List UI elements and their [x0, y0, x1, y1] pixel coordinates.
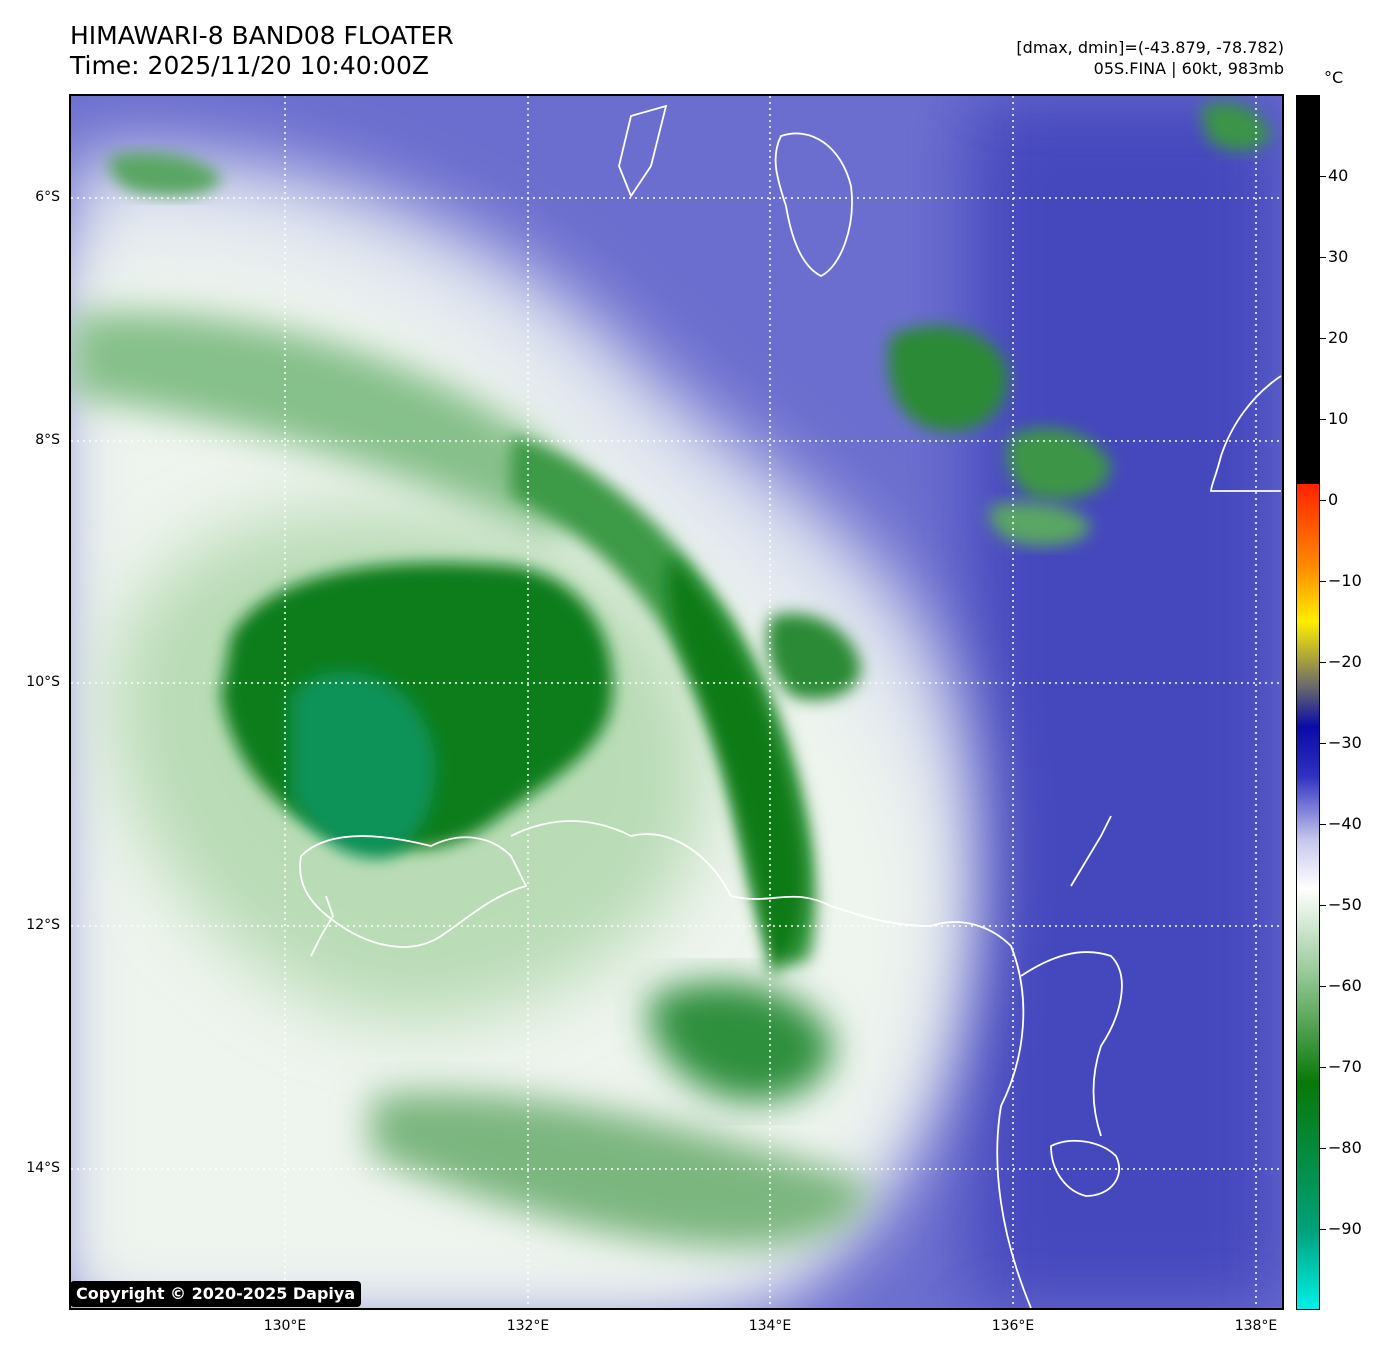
colorbar-tick-label: 20: [1328, 328, 1349, 347]
colorbar-tick: [1320, 500, 1326, 501]
colorbar-tick: [1320, 905, 1326, 906]
colorbar-tick-label: 30: [1328, 247, 1349, 266]
colorbar-tick: [1320, 824, 1326, 825]
colorbar-tick: [1320, 1148, 1326, 1149]
cloud-imagery: [71, 96, 1282, 1308]
colorbar-tick: [1320, 1229, 1326, 1230]
colorbar-tick-label: −60: [1328, 976, 1362, 995]
coastlines: [299, 104, 1282, 1308]
colorbar-tick-label: −20: [1328, 652, 1362, 671]
colorbar-tick: [1320, 1067, 1326, 1068]
colorbar-tick: [1320, 986, 1326, 987]
colorbar-tick-label: −30: [1328, 733, 1362, 752]
lon-label-134e: 134°E: [748, 1318, 792, 1334]
colorbar-tick-label: −10: [1328, 571, 1362, 590]
colorbar-tick: [1320, 338, 1326, 339]
colorbar-tick-label: −50: [1328, 895, 1362, 914]
chart-title: HIMAWARI-8 BAND08 FLOATER: [70, 21, 454, 50]
colorbar-tick: [1320, 176, 1326, 177]
satellite-map: [69, 94, 1284, 1310]
colorbar-tick-label: −40: [1328, 814, 1362, 833]
colorbar-tick-label: 40: [1328, 166, 1349, 185]
lon-label-132e: 132°E: [506, 1318, 550, 1334]
chart-timestamp: Time: 2025/11/20 10:40:00Z: [70, 51, 429, 80]
colorbar-tick-label: 10: [1328, 409, 1349, 428]
colorbar-unit: °C: [1324, 68, 1344, 87]
copyright-badge: Copyright © 2020-2025 Dapiya: [70, 1281, 362, 1307]
lat-label-6s: 6°S: [35, 189, 60, 205]
data-range-text: [dmax, dmin]=(-43.879, -78.782): [1016, 38, 1284, 57]
colorbar-tick: [1320, 662, 1326, 663]
lon-label-130e: 130°E: [263, 1318, 307, 1334]
lat-label-14s: 14°S: [26, 1160, 60, 1176]
lon-label-138e: 138°E: [1234, 1318, 1278, 1334]
lon-label-136e: 136°E: [991, 1318, 1035, 1334]
colorbar-tick: [1320, 581, 1326, 582]
colorbar-tick-label: −90: [1328, 1219, 1362, 1238]
graticule: [71, 96, 1282, 1308]
colorbar-tick: [1320, 743, 1326, 744]
colorbar-tick-label: 0: [1328, 490, 1339, 509]
colorbar-tick: [1320, 257, 1326, 258]
colorbar-tick: [1320, 419, 1326, 420]
lat-label-10s: 10°S: [26, 674, 60, 690]
lat-label-8s: 8°S: [35, 432, 60, 448]
colorbar: [1296, 95, 1320, 1310]
lat-label-12s: 12°S: [26, 917, 60, 933]
colorbar-tick-label: −80: [1328, 1138, 1362, 1157]
storm-info-text: 05S.FINA | 60kt, 983mb: [1093, 59, 1284, 78]
colorbar-tick-label: −70: [1328, 1057, 1362, 1076]
